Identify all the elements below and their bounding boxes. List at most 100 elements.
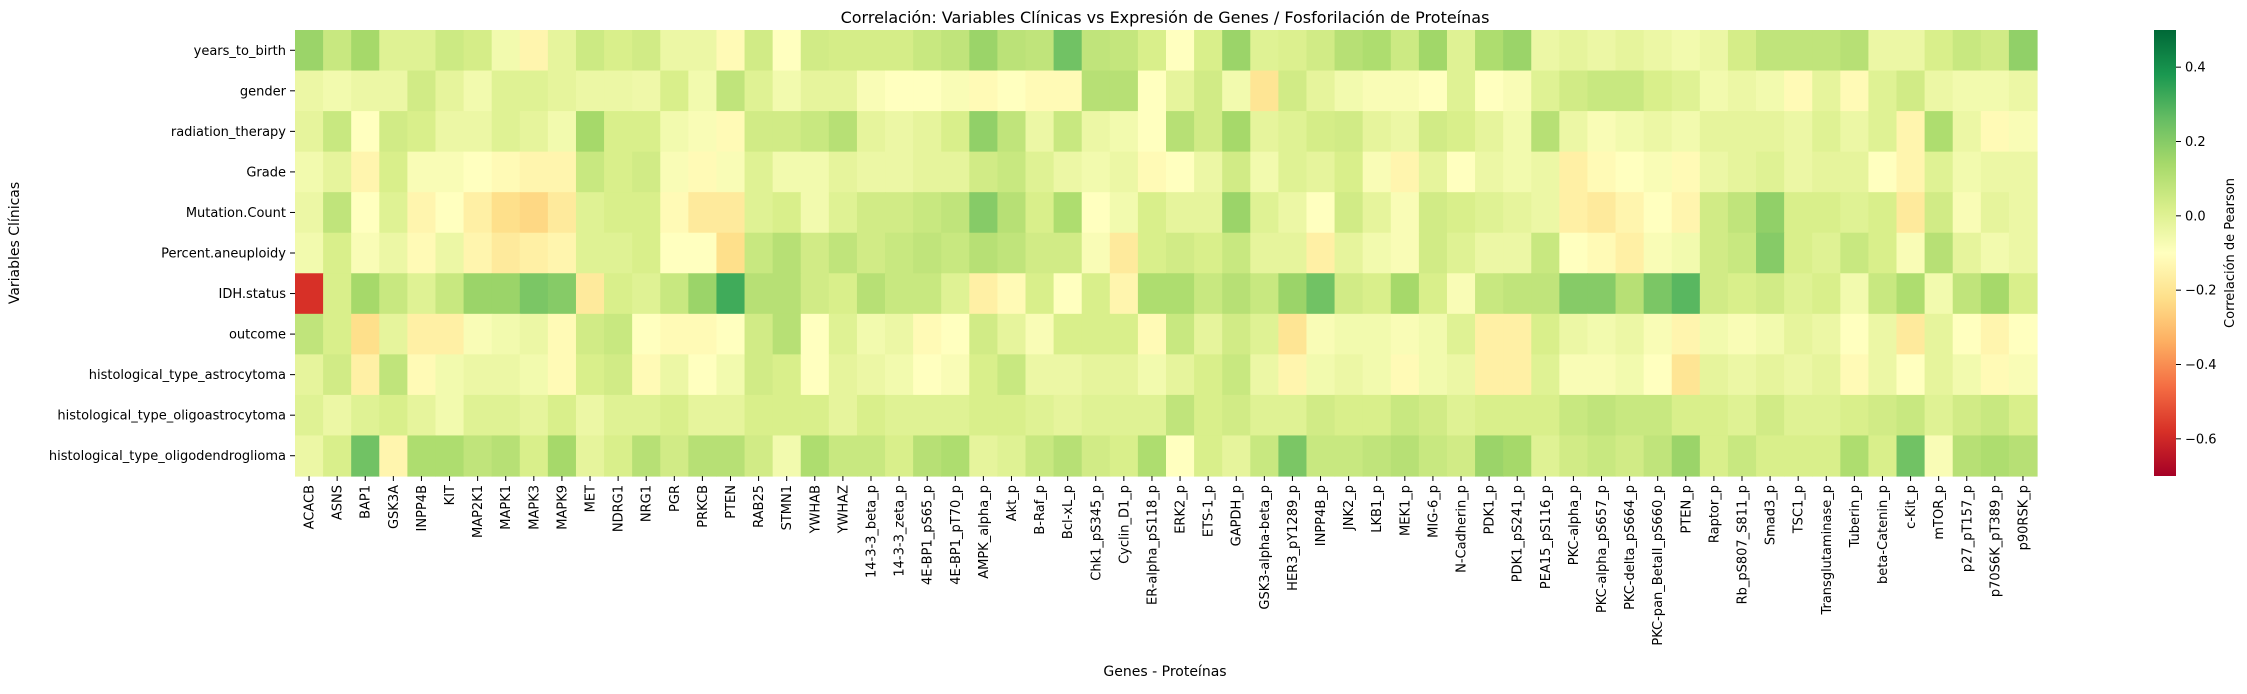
heatmap-cell	[772, 192, 802, 234]
heatmap-cell	[1053, 111, 1083, 153]
heatmap-cell	[632, 232, 661, 274]
x-tick-label: JNK2_p	[1342, 485, 1357, 531]
heatmap-cell	[1699, 70, 1729, 112]
heatmap-cell	[519, 30, 549, 72]
heatmap-cell	[632, 313, 661, 355]
heatmap-cell	[407, 111, 437, 153]
heatmap-cell	[407, 192, 437, 234]
heatmap-cell	[351, 394, 380, 437]
heatmap-cell	[941, 354, 970, 396]
heatmap-cell	[1784, 70, 1813, 112]
heatmap-cell	[856, 313, 886, 355]
x-tick-label: GSK3A	[387, 485, 402, 529]
heatmap-cell	[969, 273, 999, 315]
heatmap-cell	[463, 394, 493, 437]
heatmap-cell	[1053, 313, 1083, 355]
heatmap-cell	[1475, 313, 1504, 355]
heatmap-cell	[323, 232, 352, 274]
heatmap-cell	[1980, 70, 2010, 112]
heatmap-cell	[351, 435, 380, 477]
heatmap-cell	[1137, 273, 1167, 315]
heatmap-cell	[1756, 232, 1785, 274]
heatmap-cell	[744, 192, 774, 234]
heatmap-cell	[1278, 111, 1308, 153]
heatmap-cell	[744, 394, 774, 437]
x-tick-label: ETS-1_p	[1202, 485, 1217, 537]
heatmap-cell	[379, 70, 408, 112]
heatmap-cell	[575, 435, 605, 477]
heatmap-cell	[2008, 30, 2038, 72]
heatmap-cell	[491, 435, 521, 477]
heatmap-cell	[1446, 30, 1476, 72]
heatmap-cell	[1643, 30, 1673, 72]
heatmap-cell	[997, 70, 1027, 112]
heatmap-cell	[1222, 70, 1251, 112]
heatmap-cell	[1137, 111, 1167, 153]
heatmap-cell	[1390, 435, 1420, 477]
heatmap-cell	[1053, 394, 1083, 437]
heatmap-cell	[1053, 273, 1083, 315]
heatmap-cell	[1980, 111, 2010, 153]
heatmap-cell	[547, 70, 577, 112]
heatmap-cell	[772, 30, 802, 72]
heatmap-cell	[1784, 394, 1813, 437]
heatmap-cell	[1053, 435, 1083, 477]
heatmap-cell	[1278, 192, 1308, 234]
heatmap-cell	[1952, 111, 1982, 153]
heatmap-cell	[1194, 151, 1223, 193]
heatmap-cell	[1840, 273, 1870, 315]
heatmap-cell	[1980, 151, 2010, 193]
heatmap-cell	[295, 192, 324, 234]
heatmap-cell	[632, 394, 661, 437]
heatmap-cell	[1194, 273, 1223, 315]
heatmap-cell	[1643, 232, 1673, 274]
heatmap-cell	[744, 70, 774, 112]
x-tick-label: Smad3_p	[1764, 485, 1779, 545]
heatmap-cell	[997, 313, 1027, 355]
heatmap-cell	[1278, 354, 1308, 396]
x-tick-label: MAPK9	[555, 485, 570, 530]
heatmap-cell	[1166, 394, 1195, 437]
heatmap-cell	[351, 70, 380, 112]
heatmap-cell	[1418, 313, 1448, 355]
heatmap-cell	[1166, 192, 1195, 234]
x-tick-label: PEA15_pS116_p	[1539, 485, 1554, 589]
heatmap-cell	[1952, 435, 1982, 477]
heatmap-cell	[1278, 273, 1308, 315]
heatmap-cell	[1868, 70, 1898, 112]
heatmap-cell	[1615, 273, 1645, 315]
heatmap-cell	[800, 192, 830, 234]
heatmap-cell	[519, 151, 549, 193]
heatmap-cell	[547, 273, 577, 315]
heatmap-cell	[575, 30, 605, 72]
heatmap-cell	[1109, 435, 1139, 477]
heatmap-cell	[1109, 232, 1139, 274]
x-tick-label: PTEN_p	[1679, 485, 1694, 533]
heatmap-cell	[1306, 273, 1336, 315]
heatmap-cell	[1896, 30, 1926, 72]
heatmap-cell	[1559, 435, 1589, 477]
heatmap-cell	[772, 232, 802, 274]
heatmap-cell	[491, 354, 521, 396]
x-tick-label: B-Raf_p	[1033, 485, 1048, 535]
heatmap-cell	[913, 435, 942, 477]
heatmap-cell	[1587, 232, 1617, 274]
x-tick-label: NDRG1	[612, 485, 627, 532]
heatmap-cell	[379, 354, 408, 396]
heatmap-cell	[1643, 394, 1673, 437]
heatmap-cell	[1559, 111, 1589, 153]
heatmap-cell	[1166, 313, 1195, 355]
heatmap-cell	[997, 354, 1027, 396]
heatmap-cell	[1840, 30, 1870, 72]
heatmap-cell	[491, 30, 521, 72]
heatmap-cell	[1250, 151, 1279, 193]
heatmap-cell	[1194, 111, 1223, 153]
x-tick-label: ER-alpha_pS118_p	[1145, 485, 1160, 605]
heatmap-cell	[1615, 70, 1645, 112]
heatmap-cell	[1446, 394, 1476, 437]
heatmap-cell	[463, 232, 493, 274]
x-tick-label: AMPK_alpha_p	[977, 485, 992, 579]
heatmap-cell	[997, 192, 1027, 234]
heatmap-cell	[1109, 111, 1139, 153]
heatmap-cell	[1952, 232, 1982, 274]
